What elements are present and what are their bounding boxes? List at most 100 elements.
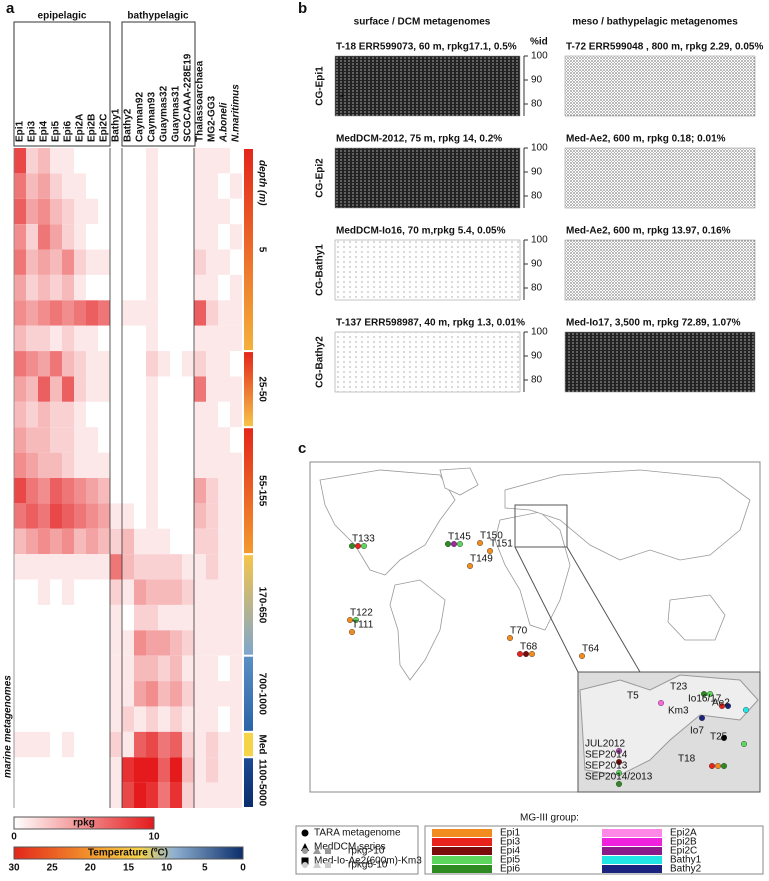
heat-cell (62, 249, 74, 275)
header: surface / DCM metagenomes (354, 17, 491, 28)
heat-cell (38, 579, 50, 605)
tick-label: 100 (531, 51, 548, 62)
heat-cell (218, 782, 230, 808)
annotation: * (340, 93, 344, 104)
heat-cell (182, 249, 194, 275)
heat-cell (170, 706, 182, 732)
heat-cell (182, 731, 194, 758)
heat-cell (122, 198, 134, 225)
station-marker (616, 759, 623, 766)
column-label: Bathy1 (111, 108, 122, 142)
heat-cell (14, 681, 26, 707)
tick-label: 100 (531, 235, 548, 246)
heat-cell (62, 173, 74, 199)
heat-cell (134, 249, 146, 275)
heat-cell (98, 681, 110, 707)
heat-cell (122, 757, 134, 783)
heat-cell (218, 224, 230, 250)
column-label: SCGCAAA-228E19 (183, 53, 194, 142)
tick-label: 90 (531, 167, 543, 178)
heat-cell (86, 757, 98, 783)
heat-cell (62, 503, 74, 529)
temp-tick: 30 (8, 863, 20, 874)
depth-label: 700-1000 (256, 673, 267, 716)
heat-cell (62, 198, 74, 225)
heat-cell (74, 503, 86, 529)
row-label: CG-Epi1 (315, 66, 326, 106)
heat-cell (86, 427, 98, 453)
heat-cell (50, 351, 62, 377)
recruitment-plot (334, 331, 521, 393)
heat-cell (158, 249, 170, 275)
heat-cell (134, 731, 146, 758)
heat-cell (230, 630, 242, 656)
heat-cell (74, 351, 86, 377)
heat-cell (86, 579, 98, 605)
column-group: epipelagic (38, 11, 87, 22)
heat-cell (38, 274, 50, 301)
heat-cell (98, 198, 110, 225)
heat-cell (170, 452, 182, 478)
heat-cell (230, 173, 242, 199)
heat-cell (194, 757, 206, 783)
tick-label: 90 (531, 75, 543, 86)
heat-cell (74, 300, 86, 326)
heat-cell (206, 681, 218, 707)
heat-cell (50, 325, 62, 352)
heat-cell (86, 351, 98, 377)
heat-cell (158, 224, 170, 250)
station-label: T23 (670, 682, 688, 693)
heat-cell (74, 249, 86, 275)
heat-cell (38, 427, 50, 453)
heat-cell (50, 782, 62, 808)
depth-bar (244, 428, 253, 554)
heat-cell (122, 452, 134, 478)
heat-cell (26, 224, 38, 250)
station-marker (355, 543, 362, 550)
heat-cell (146, 681, 158, 707)
heat-cell (146, 478, 158, 504)
heat-cell (122, 579, 134, 605)
heat-cell (194, 173, 206, 199)
heat-cell (230, 198, 242, 225)
heat-cell (26, 757, 38, 783)
heat-cell (158, 478, 170, 504)
heat-cell (50, 274, 62, 301)
recruitment-plot (564, 147, 756, 209)
heat-cell (170, 554, 182, 580)
column-label: Epi2A (75, 114, 86, 142)
heat-cell (218, 325, 230, 352)
heat-cell (110, 173, 122, 199)
tick-label: 80 (531, 99, 543, 110)
heat-cell (218, 198, 230, 225)
heat-cell (218, 148, 230, 174)
heat-cell (122, 630, 134, 656)
heat-cell (134, 706, 146, 732)
heat-cell (98, 401, 110, 428)
heat-cell (122, 249, 134, 275)
panel-letter: b (298, 0, 307, 17)
heat-cell (86, 274, 98, 301)
heat-cell (218, 427, 230, 453)
heat-cell (194, 604, 206, 631)
heat-cell (62, 427, 74, 453)
heat-cell (98, 427, 110, 453)
heat-cell (50, 579, 62, 605)
symbol (325, 848, 331, 854)
station-label: SEP2013 (585, 761, 628, 772)
depth-label: depth (m) (256, 160, 267, 206)
heat-cell (26, 528, 38, 555)
heat-cell (182, 782, 194, 808)
heat-cell (74, 274, 86, 301)
station-label: T145 (448, 532, 471, 543)
heat-cell (182, 757, 194, 783)
heat-cell (194, 478, 206, 504)
heat-cell (26, 274, 38, 301)
heat-cell (206, 782, 218, 808)
column-label: Epi5 (51, 120, 62, 142)
heat-cell (182, 173, 194, 199)
panel-letter: c (298, 440, 306, 457)
heat-cell (230, 376, 242, 402)
station-marker (719, 703, 726, 710)
heat-cell (98, 274, 110, 301)
